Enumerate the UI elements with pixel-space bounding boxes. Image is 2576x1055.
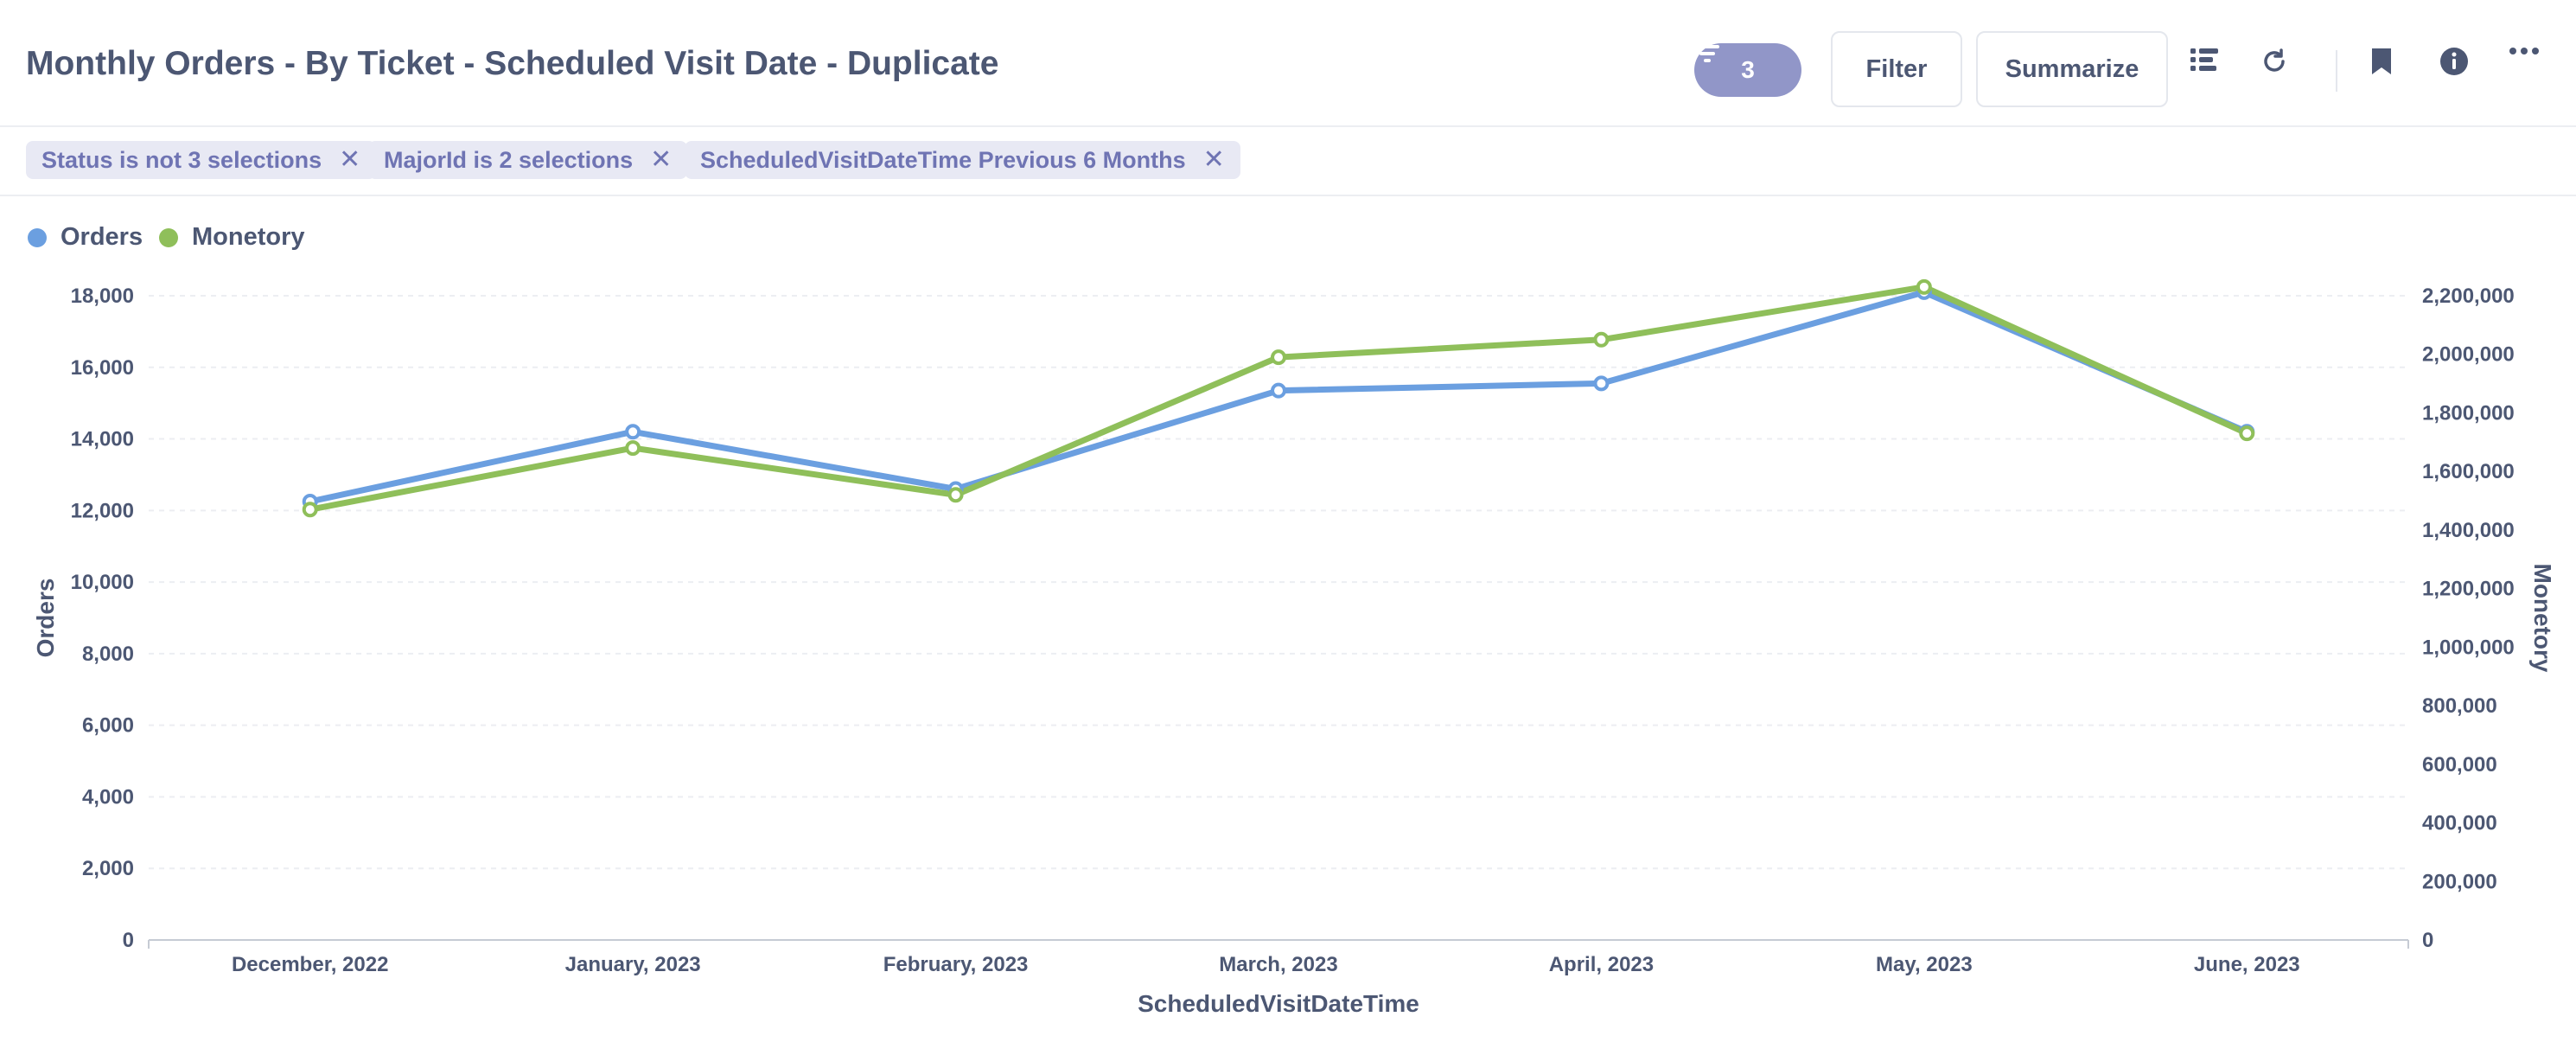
x-tick-label: April, 2023: [1549, 953, 1654, 976]
header: Monthly Orders - By Ticket - Scheduled V…: [0, 0, 2576, 127]
y-right-tick-label: 1,200,000: [2422, 578, 2515, 601]
data-point-monetory: [302, 502, 318, 518]
y-left-tick-label: 8,000: [82, 643, 134, 666]
data-point-monetory: [625, 440, 641, 457]
y-right-tick-label: 400,000: [2422, 812, 2497, 835]
y-right-tick-label: 1,000,000: [2422, 636, 2515, 659]
y-right-tick-label: 1,800,000: [2422, 401, 2515, 425]
legend-item-monetory[interactable]: Monetory: [159, 223, 305, 252]
page-title: Monthly Orders - By Ticket - Scheduled V…: [26, 45, 999, 82]
filter-pill-majorid[interactable]: MajorId is 2 selections ✕: [368, 141, 688, 179]
legend-label: Monetory: [192, 223, 305, 251]
y-left-tick-label: 18,000: [71, 285, 134, 308]
x-tick-label: June, 2023: [2194, 953, 2300, 976]
filter-pill-label: ScheduledVisitDateTime Previous 6 Months: [700, 146, 1186, 173]
y-left-tick-label: 14,000: [71, 428, 134, 451]
y-right-tick-label: 2,200,000: [2422, 285, 2515, 308]
y-right-tick-label: 0: [2422, 929, 2433, 952]
y-right-tick-label: 200,000: [2422, 870, 2497, 893]
x-tick-label: January, 2023: [565, 953, 701, 976]
data-point-orders: [1593, 375, 1610, 392]
info-icon: [2440, 48, 2468, 75]
ellipsis-icon: [2509, 48, 2539, 54]
legend-dot-monetory: [159, 227, 178, 247]
filter-pill-status[interactable]: Status is not 3 selections ✕: [26, 141, 377, 179]
data-point-monetory: [1271, 349, 1286, 366]
data-point-monetory: [1593, 331, 1610, 348]
data-point-monetory: [947, 487, 964, 503]
toolbar-divider: [2336, 50, 2337, 92]
x-axis-title: ScheduledVisitDateTime: [1138, 990, 1419, 1017]
filter-icon: [1695, 45, 1719, 62]
y-left-tick-label: 12,000: [71, 499, 134, 522]
data-point-monetory: [1916, 278, 1932, 295]
filter-pill-label: MajorId is 2 selections: [384, 146, 634, 173]
y-left-axis-title: Orders: [32, 579, 59, 658]
legend-dot-orders: [28, 227, 47, 247]
y-left-tick-label: 10,000: [71, 571, 134, 594]
refresh-icon: [2264, 48, 2285, 72]
x-tick-label: March, 2023: [1219, 953, 1337, 976]
y-right-tick-label: 800,000: [2422, 694, 2497, 718]
filter-pill-label: Status is not 3 selections: [41, 146, 322, 173]
close-icon[interactable]: ✕: [339, 145, 361, 174]
x-tick-label: May, 2023: [1876, 953, 1973, 976]
refresh-button[interactable]: [2260, 47, 2305, 92]
bookmark-icon: [2372, 48, 2391, 74]
y-right-tick-label: 1,400,000: [2422, 519, 2515, 542]
legend-label: Orders: [61, 223, 143, 251]
y-right-tick-label: 1,600,000: [2422, 460, 2515, 483]
x-tick-label: February, 2023: [883, 953, 1029, 976]
info-button[interactable]: [2439, 47, 2484, 92]
y-right-axis-title: Monetory: [2529, 564, 2556, 673]
y-left-tick-label: 4,000: [82, 785, 134, 809]
close-icon[interactable]: ✕: [1202, 145, 1225, 174]
y-left-tick-label: 6,000: [82, 714, 134, 738]
y-right-tick-label: 2,000,000: [2422, 343, 2515, 367]
y-left-tick-label: 16,000: [71, 356, 134, 380]
bookmark-button[interactable]: [2370, 47, 2415, 92]
data-point-orders: [1271, 382, 1286, 399]
y-left-tick-label: 2,000: [82, 857, 134, 880]
close-icon[interactable]: ✕: [650, 145, 673, 174]
data-point-orders: [625, 424, 641, 440]
data-point-monetory: [2239, 425, 2255, 442]
filter-count: 3: [1741, 56, 1755, 83]
filter-button[interactable]: Filter: [1831, 31, 1962, 107]
y-right-tick-label: 600,000: [2422, 753, 2497, 777]
y-left-tick-label: 0: [123, 929, 134, 952]
list-icon: [2190, 48, 2218, 71]
filter-pills-bar: Status is not 3 selections ✕ MajorId is …: [0, 125, 2576, 196]
more-options-button[interactable]: [2509, 47, 2554, 92]
filter-count-button[interactable]: 3: [1694, 43, 1801, 97]
summarize-button[interactable]: Summarize: [1976, 31, 2168, 107]
x-tick-label: December, 2022: [232, 953, 388, 976]
notebook-editor-button[interactable]: [2189, 47, 2234, 92]
filter-pill-scheduled-date[interactable]: ScheduledVisitDateTime Previous 6 Months…: [685, 141, 1240, 179]
legend-item-orders[interactable]: Orders: [28, 223, 143, 252]
